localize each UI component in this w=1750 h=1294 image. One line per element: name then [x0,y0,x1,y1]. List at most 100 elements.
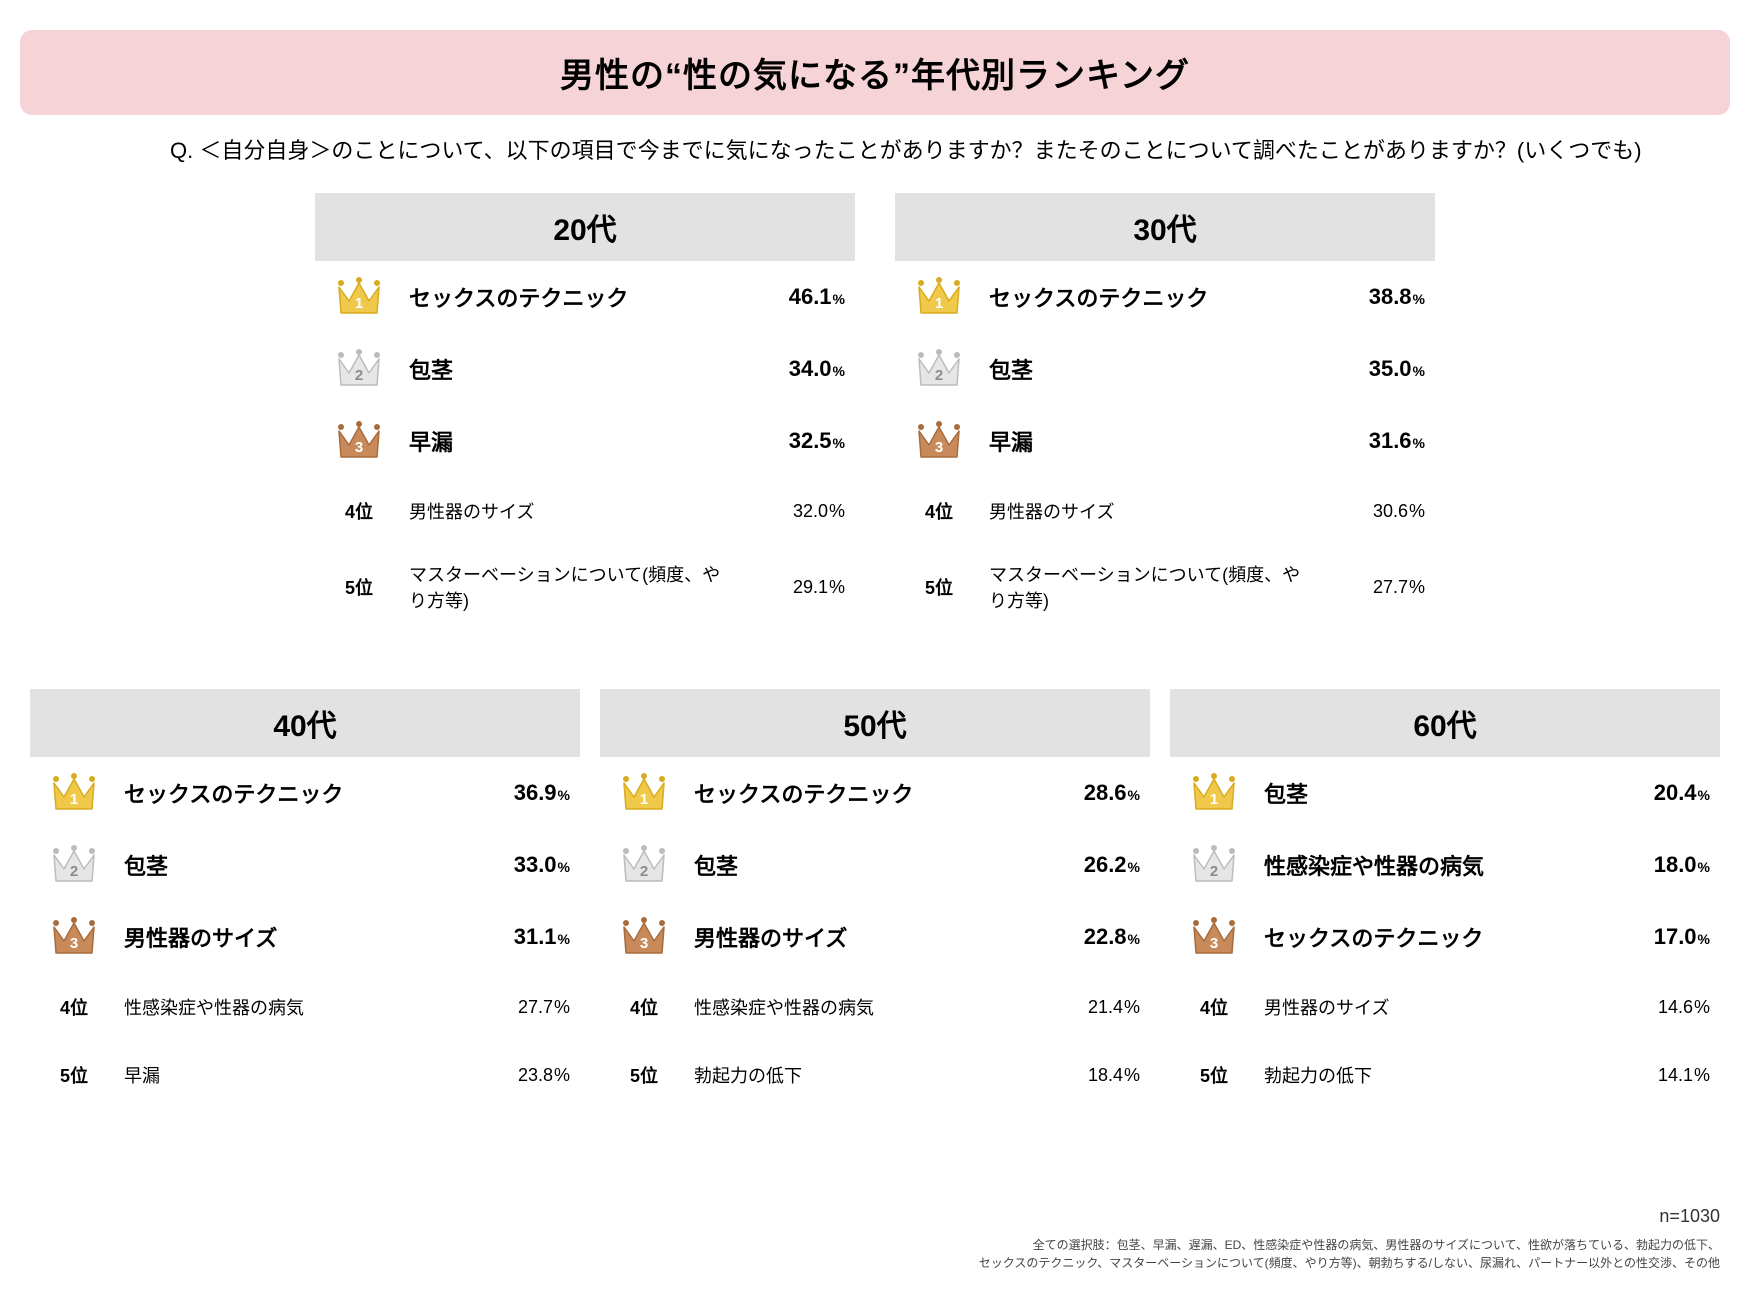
crown-silver-icon: 2 [618,845,670,885]
rank-row: 5位勃起力の低下14.1% [1170,1041,1720,1109]
pct-unit: % [1413,291,1425,307]
panel-header-50s: 50代 [600,689,1150,757]
panel-40s: 40代 1 セックスのテクニック36.9% 2 包茎33.0% 3 男性器のサイ… [30,689,580,1109]
top-row: 20代 1 セックスのテクニック46.1% 2 包茎34.0% 3 早漏32.5… [20,193,1730,629]
rank-number: 5位 [34,1062,114,1088]
rank-label: 4位 [1200,994,1228,1020]
rank-item-label: マスターベーションについて(頻度、やり方等) [979,561,1305,613]
pct-value: 27.7 [1373,577,1408,597]
rank-item-pct: 38.8% [1305,284,1425,310]
rank-row: 1 セックスのテクニック28.6% [600,757,1150,829]
bottom-row: 40代 1 セックスのテクニック36.9% 2 包茎33.0% 3 男性器のサイ… [20,689,1730,1109]
panel-header-30s: 30代 [895,193,1435,261]
rank-crown: 1 [319,277,399,317]
rank-item-pct: 36.9% [450,780,570,806]
panel-50s: 50代 1 セックスのテクニック28.6% 2 包茎26.2% 3 男性器のサイ… [600,689,1150,1109]
rank-label: 5位 [60,1062,88,1088]
rank-number: 4位 [1174,994,1254,1020]
crown-silver-icon: 2 [333,349,385,389]
rank-item-pct: 27.7% [1305,577,1425,598]
rank-item-pct: 30.6% [1305,501,1425,522]
panel-header-40s: 40代 [30,689,580,757]
rank-item-label: 男性器のサイズ [684,921,1020,953]
rank-item-label: セックスのテクニック [1254,921,1590,953]
rank-item-pct: 23.8% [450,1065,570,1086]
panel-60s: 60代 1 包茎20.4% 2 性感染症や性器の病気18.0% 3 セックスのテ… [1170,689,1720,1109]
rank-item-pct: 17.0% [1590,924,1710,950]
pct-unit: % [1409,577,1425,597]
pct-value: 14.6 [1658,997,1693,1017]
rank-crown: 2 [34,845,114,885]
rank-item-label: 性感染症や性器の病気 [684,994,1020,1020]
rank-item-label: セックスのテクニック [114,777,450,809]
svg-text:1: 1 [1210,791,1218,808]
pct-unit: % [558,931,570,947]
rank-item-label: 早漏 [114,1062,450,1088]
rank-item-pct: 18.0% [1590,852,1710,878]
rank-row: 2 包茎35.0% [895,333,1435,405]
rank-item-label: 性感染症や性器の病気 [1254,849,1590,881]
pct-value: 31.6 [1369,428,1412,453]
panel-header-20s: 20代 [315,193,855,261]
rank-row: 3 男性器のサイズ22.8% [600,901,1150,973]
rank-label: 4位 [345,498,373,524]
pct-value: 35.0 [1369,356,1412,381]
pct-unit: % [558,859,570,875]
panel-header-60s: 60代 [1170,689,1720,757]
pct-unit: % [1409,501,1425,521]
pct-value: 27.7 [518,997,553,1017]
rank-row: 3 男性器のサイズ31.1% [30,901,580,973]
rank-row: 1 包茎20.4% [1170,757,1720,829]
rank-item-pct: 20.4% [1590,780,1710,806]
rank-row: 2 包茎34.0% [315,333,855,405]
pct-value: 33.0 [514,852,557,877]
rank-item-label: 男性器のサイズ [979,498,1305,524]
crown-silver-icon: 2 [48,845,100,885]
crown-bronze-icon: 3 [913,421,965,461]
rank-row: 5位マスターベーションについて(頻度、やり方等)27.7% [895,545,1435,629]
rank-item-label: 勃起力の低下 [684,1062,1020,1088]
rank-crown: 2 [319,349,399,389]
rank-item-pct: 21.4% [1020,997,1140,1018]
crown-silver-icon: 2 [913,349,965,389]
svg-text:3: 3 [640,935,648,952]
rank-item-label: 包茎 [399,353,725,385]
rank-item-pct: 31.1% [450,924,570,950]
rank-item-label: セックスのテクニック [684,777,1020,809]
pct-value: 20.4 [1654,780,1697,805]
crown-gold-icon: 1 [1188,773,1240,813]
rank-row: 2 包茎26.2% [600,829,1150,901]
title-bar: 男性の“性の気になる”年代別ランキング [20,30,1730,115]
rank-item-label: 早漏 [979,425,1305,457]
pct-value: 23.8 [518,1065,553,1085]
pct-unit: % [1413,363,1425,379]
rank-row: 2 性感染症や性器の病気18.0% [1170,829,1720,901]
svg-text:2: 2 [355,367,363,384]
rank-item-pct: 35.0% [1305,356,1425,382]
svg-text:3: 3 [935,439,943,456]
pct-value: 38.8 [1369,284,1412,309]
rank-label: 5位 [925,574,953,600]
rank-item-label: 男性器のサイズ [399,498,725,524]
rank-item-pct: 46.1% [725,284,845,310]
rank-row: 3 早漏31.6% [895,405,1435,477]
rank-item-pct: 33.0% [450,852,570,878]
rank-item-pct: 22.8% [1020,924,1140,950]
sample-size: n=1030 [979,1203,1720,1230]
pct-value: 32.5 [789,428,832,453]
rank-row: 4位男性器のサイズ32.0% [315,477,855,545]
crown-silver-icon: 2 [1188,845,1240,885]
crown-bronze-icon: 3 [618,917,670,957]
rank-number: 4位 [899,498,979,524]
crown-gold-icon: 1 [333,277,385,317]
panel-30s: 30代 1 セックスのテクニック38.8% 2 包茎35.0% 3 早漏31.6… [895,193,1435,629]
pct-unit: % [1124,997,1140,1017]
pct-unit: % [554,1065,570,1085]
pct-unit: % [1128,787,1140,803]
pct-value: 29.1 [793,577,828,597]
rank-item-label: マスターベーションについて(頻度、やり方等) [399,561,725,613]
rank-label: 5位 [345,574,373,600]
rank-item-pct: 28.6% [1020,780,1140,806]
rank-item-label: 性感染症や性器の病気 [114,994,450,1020]
rank-item-label: 勃起力の低下 [1254,1062,1590,1088]
